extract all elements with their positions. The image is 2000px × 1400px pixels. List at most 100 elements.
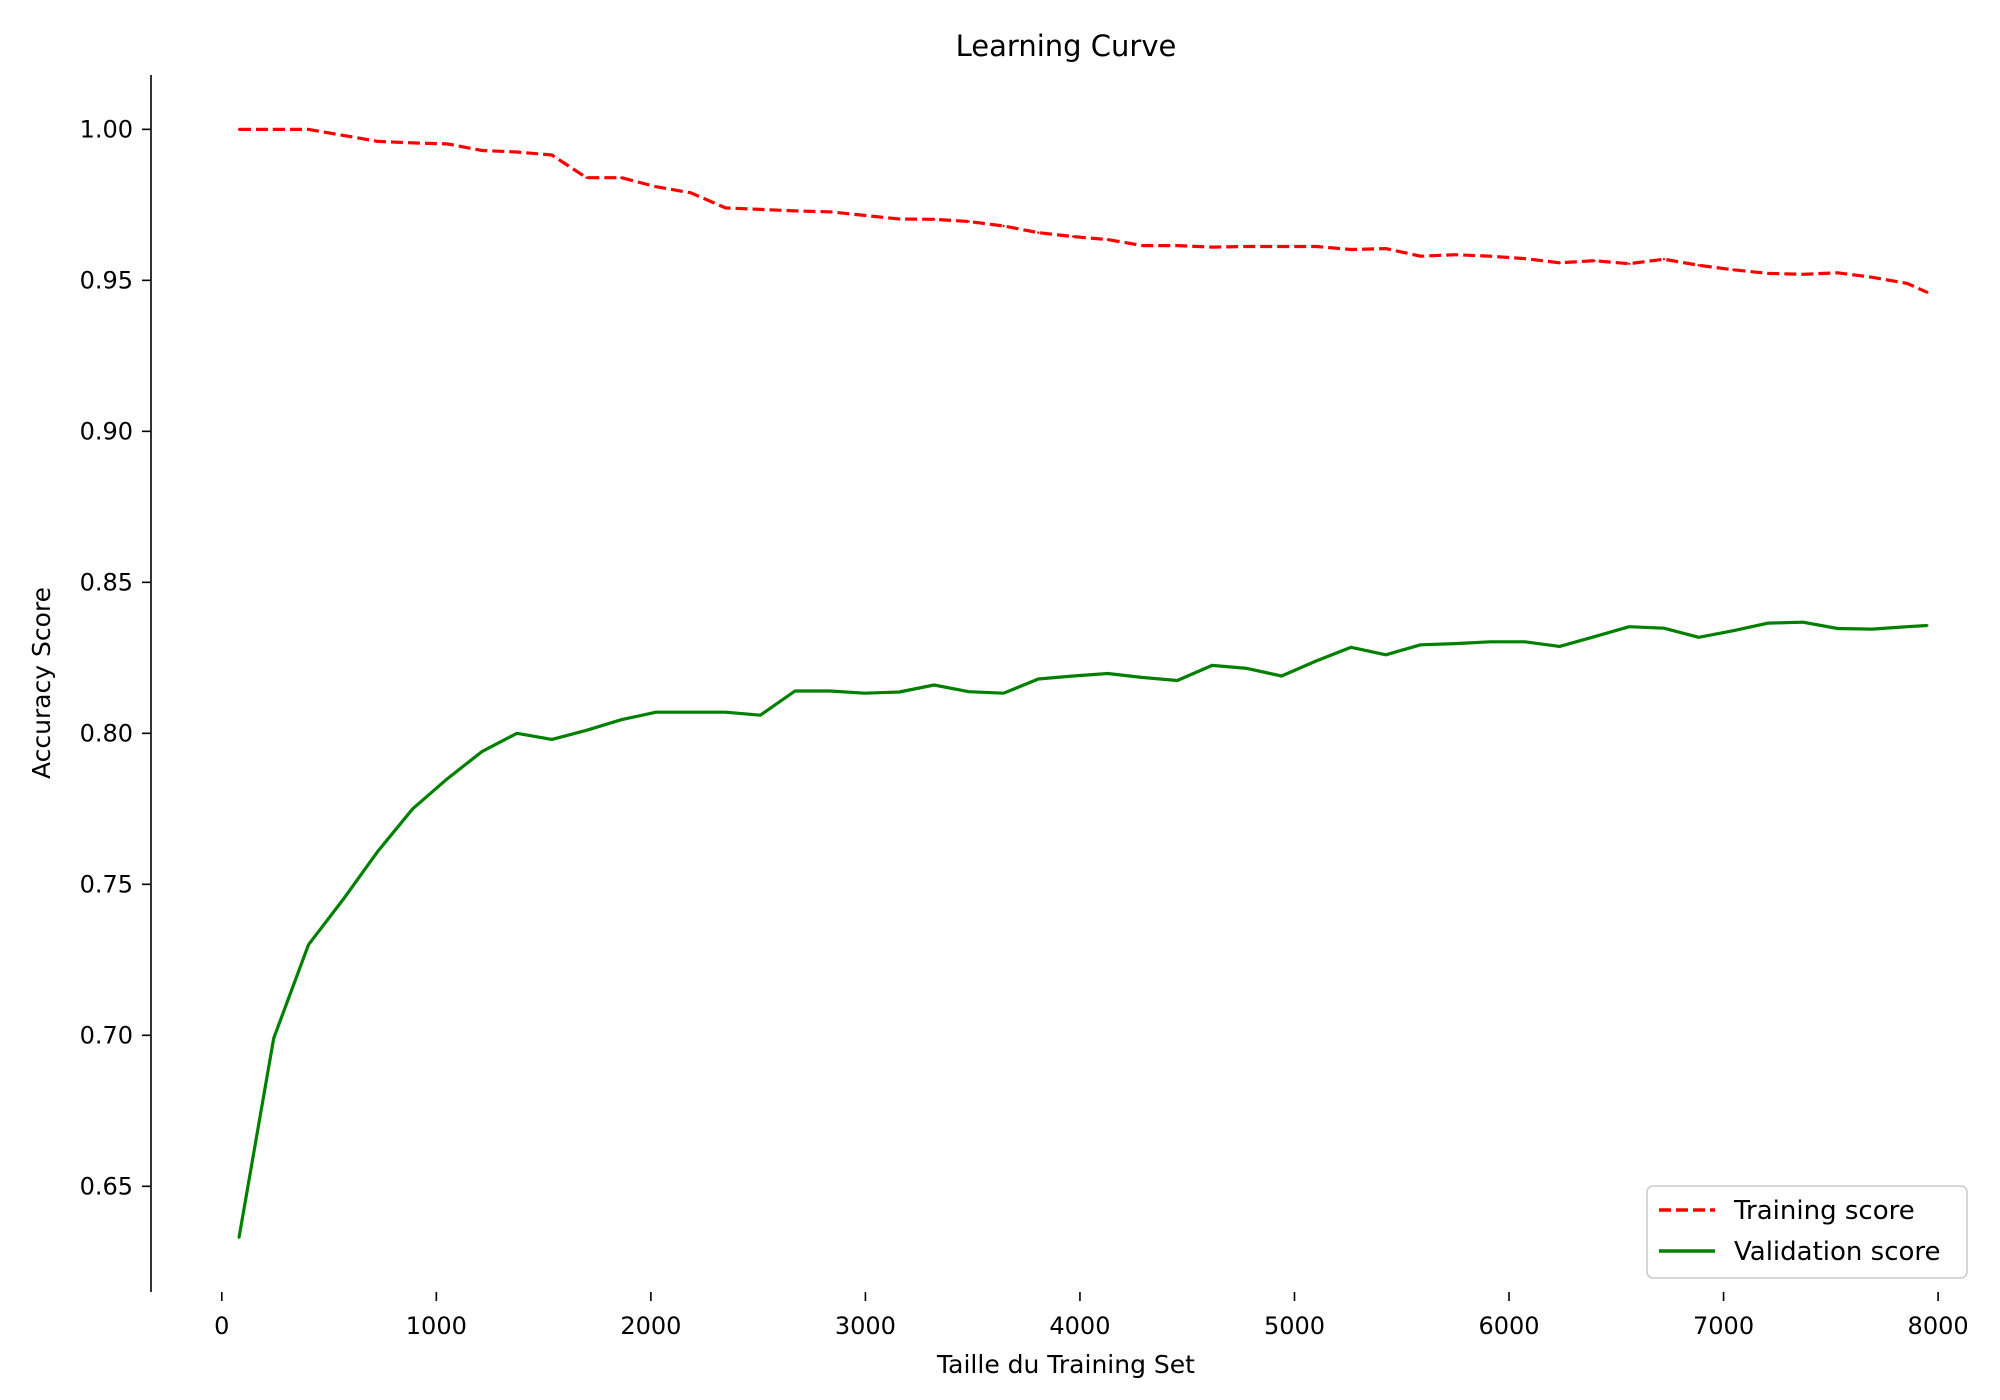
training-score-point [1926, 291, 1929, 294]
x-tick-label: 5000 [1264, 1312, 1325, 1340]
validation-score-point [898, 690, 901, 694]
validation-score-point [1419, 643, 1422, 647]
validation-score-point [1926, 624, 1929, 627]
validation-score-point [1210, 664, 1214, 667]
training-score-point [759, 208, 762, 211]
x-tick-label: 1000 [406, 1312, 467, 1340]
training-score-point [1662, 258, 1666, 261]
training-score-line [239, 127, 1929, 294]
training-score-point [1315, 245, 1318, 248]
validation-score-point [1071, 674, 1075, 678]
training-score-point [1384, 247, 1388, 250]
training-score-point [1766, 272, 1770, 275]
training-score-point [1593, 259, 1596, 262]
validation-score-point [1732, 629, 1735, 632]
training-score-point [1071, 235, 1075, 238]
validation-score-point [1905, 625, 1909, 628]
validation-score-point [1349, 646, 1353, 649]
training-score-point [932, 218, 936, 221]
validation-score-point [1697, 636, 1700, 639]
legend-training-label: Training score [1733, 1196, 1915, 1226]
validation-score-point [550, 738, 553, 741]
training-score-point [1210, 245, 1214, 249]
training-score-point [550, 153, 553, 157]
validation-score-point [1037, 677, 1040, 681]
validation-score-point [1141, 676, 1144, 679]
training-score-point [1732, 268, 1735, 271]
training-score-point [1871, 276, 1874, 279]
validation-score-point [1315, 659, 1318, 663]
training-score-point [446, 142, 449, 146]
training-score-point [411, 141, 414, 145]
training-score-point [1002, 224, 1005, 228]
y-tick-label: 0.70 [80, 1021, 133, 1049]
validation-score-point [1523, 640, 1527, 644]
validation-score-point [620, 718, 623, 721]
validation-score-point [724, 710, 727, 714]
training-score-point [307, 128, 310, 131]
training-score-point [481, 149, 484, 152]
legend-validation-label: Validation score [1734, 1237, 1941, 1267]
training-score-point [793, 209, 797, 213]
training-score-point [1488, 254, 1492, 258]
training-score-point [898, 217, 901, 221]
training-score-point [1106, 238, 1110, 241]
validation-score-point [1488, 640, 1492, 644]
validation-score-point [1593, 635, 1596, 638]
validation-score-point [1384, 653, 1388, 657]
validation-score-point [1662, 627, 1666, 630]
training-score-point [1176, 244, 1179, 247]
validation-score-point [759, 714, 762, 717]
validation-score-point [828, 689, 831, 693]
y-tick-label: 1.00 [80, 115, 133, 143]
validation-score-points [237, 620, 1929, 1239]
training-score-point [967, 220, 971, 223]
training-score-point [1836, 271, 1839, 275]
validation-score-point [515, 732, 519, 735]
training-score-point [1349, 248, 1353, 251]
y-tick-label: 0.90 [80, 417, 133, 445]
y-tick-label: 0.85 [80, 568, 133, 596]
y-axis-ticks: 0.65 0.70 0.75 0.80 0.85 0.90 0.95 1.00 [80, 115, 151, 1200]
training-score-point [828, 210, 831, 213]
validation-score-point [1176, 679, 1179, 682]
validation-score-point [1558, 645, 1561, 648]
validation-score-point [1801, 620, 1805, 624]
validation-score-point [1836, 627, 1839, 630]
validation-score-point [1002, 691, 1005, 695]
validation-score-point [1871, 627, 1874, 631]
y-axis-label: Accuracy Score [27, 587, 56, 779]
x-tick-label: 3000 [835, 1312, 896, 1340]
training-score-point [237, 128, 241, 131]
validation-score-point [307, 943, 310, 946]
training-score-point [654, 185, 658, 188]
validation-score-point [446, 777, 449, 780]
training-score-point [1905, 282, 1909, 285]
training-score-point [1280, 245, 1283, 248]
training-score-point [1523, 257, 1527, 260]
training-score-point [1558, 261, 1561, 265]
training-score-point [724, 206, 727, 210]
plot-area: 0 1000 2000 3000 4000 5000 6000 7000 8000 0.650.… [80, 75, 1969, 1340]
y-tick-label: 0.95 [80, 266, 133, 294]
training-score-point [689, 191, 692, 194]
validation-score-point [585, 729, 588, 732]
x-tick-label: 2000 [620, 1312, 681, 1340]
validation-score-point [689, 710, 692, 714]
series-lines [237, 127, 1929, 1239]
training-score-point [1245, 245, 1249, 248]
validation-score-point [1766, 621, 1770, 625]
validation-score-point [342, 898, 345, 901]
y-tick-label: 0.80 [80, 719, 133, 747]
validation-score-point [1106, 672, 1110, 675]
x-tick-label: 7000 [1693, 1312, 1754, 1340]
validation-score-point [1280, 674, 1283, 678]
x-tick-label: 6000 [1478, 1312, 1539, 1340]
training-score-point [620, 176, 623, 179]
y-tick-label: 0.75 [80, 870, 133, 898]
training-score-point [863, 214, 866, 217]
training-score-point [515, 150, 519, 154]
validation-score-point [932, 683, 936, 687]
